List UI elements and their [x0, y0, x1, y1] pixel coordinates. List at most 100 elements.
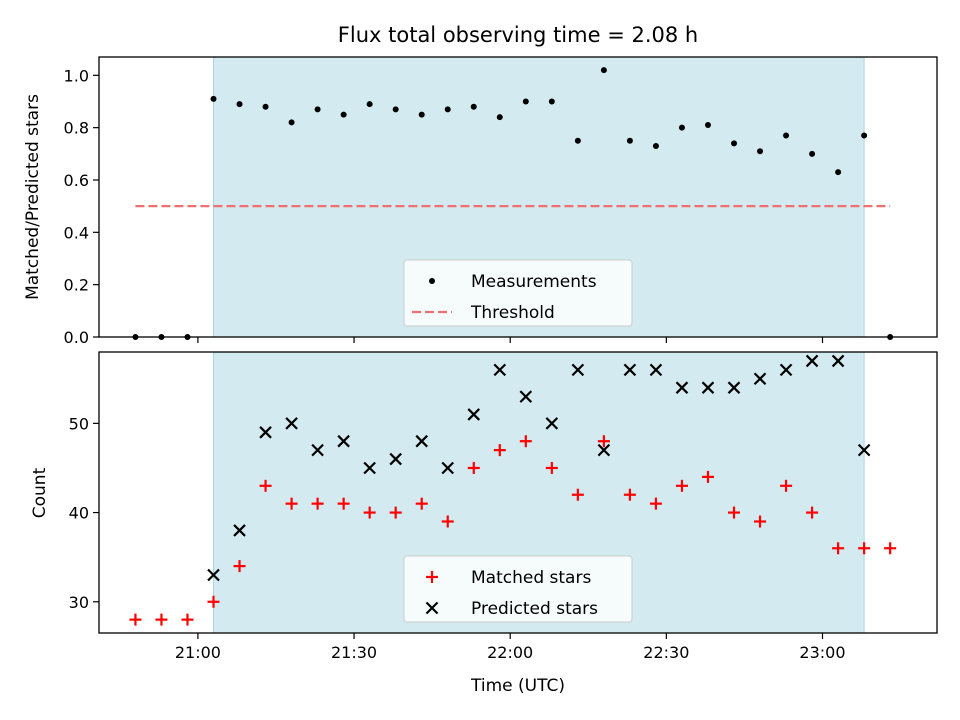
matched-star-point	[754, 515, 767, 528]
measurement-point	[704, 122, 711, 129]
predicted-star-point	[649, 363, 663, 377]
chart-title: Flux total observing time = 2.08 h	[338, 23, 698, 47]
measurement-point	[210, 95, 217, 102]
ratio-legend-entry-label: Threshold	[470, 303, 555, 323]
ratio-y-tick-label: 0.6	[64, 171, 89, 190]
ratio-y-axis-label: Matched/Predicted stars	[23, 94, 43, 300]
matched-star-point	[806, 506, 819, 519]
matched-star-point	[181, 613, 194, 626]
measurement-point	[522, 98, 529, 105]
ratio-legend: Measurements Threshold	[403, 259, 633, 327]
legend-measurement-marker	[429, 278, 435, 284]
measurement-point	[418, 111, 425, 118]
count-legend-entry-label: Predicted stars	[471, 599, 598, 619]
measurement-point	[444, 106, 451, 113]
predicted-star-point	[519, 390, 533, 403]
predicted-star-point	[805, 354, 819, 368]
count-y-tick-label: 30	[69, 593, 89, 612]
predicted-star-point	[701, 381, 715, 394]
measurement-point	[652, 142, 659, 149]
matched-star-point	[545, 461, 558, 474]
measurement-point	[783, 132, 790, 139]
measurement-point	[366, 101, 373, 108]
ratio-axes-frame	[98, 56, 938, 338]
matched-star-point	[311, 497, 324, 510]
predicted-star-point	[493, 363, 507, 377]
count-y-tick-label: 40	[69, 504, 89, 523]
measurement-point	[314, 106, 321, 113]
matched-star-point	[728, 506, 741, 519]
matched-star-point	[493, 444, 506, 457]
x-tick-label: 23:00	[799, 643, 845, 662]
count-legend: Matched stars Predicted stars	[403, 555, 633, 623]
measurement-point	[626, 137, 633, 144]
predicted-star-point	[337, 434, 350, 448]
predicted-star-point	[259, 426, 272, 439]
measurement-point	[496, 114, 503, 121]
matched-star-point	[623, 488, 636, 501]
count-legend-entry-label: Matched stars	[471, 568, 591, 588]
ratio-y-tick-label: 0.4	[64, 223, 89, 242]
measurement-point	[340, 111, 347, 118]
measurement-point	[731, 140, 738, 147]
matched-star-point	[259, 479, 272, 492]
matched-star-point	[285, 497, 298, 510]
predicted-star-point	[831, 354, 845, 368]
x-tick-label: 22:00	[487, 643, 533, 662]
matched-star-point	[884, 542, 897, 555]
measurement-point	[392, 106, 399, 113]
matched-star-point	[597, 435, 610, 448]
matched-star-point	[701, 470, 714, 483]
ratio-legend-entry-label: Measurements	[471, 272, 597, 292]
predicted-star-point	[545, 417, 559, 430]
predicted-star-point	[779, 363, 793, 377]
matched-star-point	[415, 497, 428, 510]
matched-star-point	[363, 506, 376, 519]
measurement-point	[574, 137, 581, 144]
legend-matched-marker	[426, 571, 438, 583]
measurement-point	[809, 150, 816, 157]
measurement-point	[678, 124, 685, 131]
matched-star-point	[571, 488, 584, 501]
matched-star-point	[129, 613, 142, 626]
predicted-star-point	[285, 417, 298, 430]
count-panel: 30 40 50 21:00 21:30 22:00 22:30 23:00 Matched s…	[69, 351, 938, 662]
predicted-star-point	[363, 461, 376, 475]
predicted-star-point	[571, 363, 585, 377]
predicted-star-point	[675, 381, 689, 394]
ratio-legend-box	[403, 259, 633, 327]
predicted-star-point	[415, 434, 428, 448]
measurement-point	[470, 103, 477, 110]
x-tick-label: 22:30	[643, 643, 689, 662]
predicted-star-point	[727, 381, 741, 394]
predicted-star-point	[623, 363, 637, 377]
count-y-tick-label: 50	[69, 414, 89, 433]
measurement-point	[548, 98, 555, 105]
count-y-axis-label: Count	[30, 467, 50, 518]
matched-star-point	[389, 506, 402, 519]
matched-star-point	[649, 497, 662, 510]
count-legend-box	[403, 555, 633, 623]
matched-star-point	[337, 497, 350, 510]
predicted-star-point	[207, 568, 220, 582]
ratio-y-tick-label: 0.8	[64, 119, 89, 138]
ratio-y-tick-label: 0.0	[64, 328, 89, 347]
predicted-star-point	[857, 443, 871, 457]
measurement-point	[288, 119, 295, 126]
matched-star-point	[441, 515, 454, 528]
matched-star-point	[519, 435, 532, 448]
count-axes-frame	[98, 351, 938, 634]
predicted-star-point	[597, 443, 611, 457]
measurement-point	[600, 67, 607, 74]
measurement-point	[861, 132, 868, 139]
matched-star-point	[858, 542, 871, 555]
predicted-star-point	[389, 452, 402, 466]
measurement-point	[835, 169, 842, 176]
x-tick-label: 21:30	[331, 643, 377, 662]
predicted-star-point	[311, 443, 324, 457]
matched-star-point	[155, 613, 168, 626]
predicted-star-point	[233, 524, 246, 537]
ratio-y-tick-label: 0.2	[64, 276, 89, 295]
ratio-panel: 0.0 0.2 0.4 0.6 0.8 1.0 Measurements Threshold	[64, 56, 938, 347]
